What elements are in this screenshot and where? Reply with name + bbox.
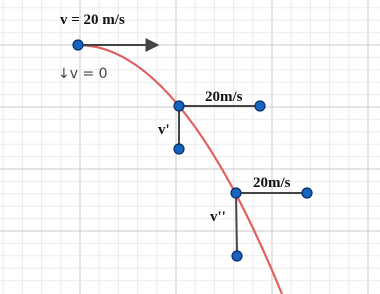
point (301, 187, 313, 199)
point (72, 39, 84, 51)
point (231, 250, 243, 262)
label: v' (158, 122, 170, 138)
point (254, 100, 266, 112)
velocity-arrow (235, 192, 238, 257)
label: ↓v = 0 (58, 66, 108, 82)
point (173, 100, 185, 112)
label: 20m/s (253, 175, 291, 191)
label: v'' (210, 209, 226, 225)
label: 20m/s (205, 89, 243, 105)
point (173, 143, 185, 155)
point (230, 187, 242, 199)
label: v = 20 m/s (60, 12, 125, 28)
